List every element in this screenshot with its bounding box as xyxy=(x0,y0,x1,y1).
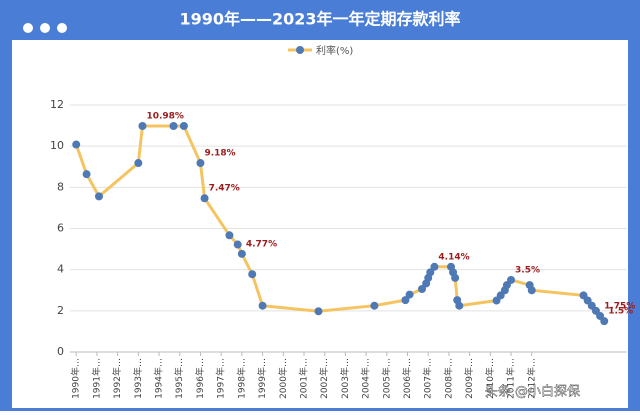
x-tick-label: 1999年… xyxy=(256,358,268,399)
y-tick-label: 6 xyxy=(57,222,64,235)
point xyxy=(72,140,81,149)
point xyxy=(179,121,188,130)
x-tick-label: 2012年… xyxy=(525,358,537,399)
y-tick-label: 12 xyxy=(50,98,64,111)
data-label: 1.75% xyxy=(604,301,635,311)
x-tick-label: 1993年… xyxy=(132,358,144,399)
y-tick-label: 10 xyxy=(50,139,64,152)
x-tick-label: 2008年… xyxy=(442,358,454,399)
x-tick-label: 2009年… xyxy=(463,358,475,399)
point xyxy=(507,275,516,284)
data-label: 10.98% xyxy=(146,111,184,121)
legend-marker xyxy=(296,46,304,54)
x-tick-label: 2003年… xyxy=(339,358,351,399)
window-dot xyxy=(23,23,33,33)
x-tick-label: 2011年… xyxy=(505,358,517,399)
point xyxy=(370,301,379,310)
point xyxy=(248,270,257,279)
x-tick-label: 1990年… xyxy=(70,358,82,399)
watermark: 头条 @小白探保 xyxy=(485,384,580,400)
data-label: 1.5% xyxy=(608,307,633,317)
point xyxy=(426,268,435,277)
point xyxy=(258,301,267,310)
x-tick-label: 1992年… xyxy=(111,358,123,399)
point xyxy=(82,170,91,179)
point xyxy=(169,121,178,130)
window-dot xyxy=(40,23,50,33)
point xyxy=(451,273,460,282)
point xyxy=(134,159,143,168)
point xyxy=(405,290,414,299)
point xyxy=(196,159,205,168)
x-tick-label: 2006年… xyxy=(401,358,413,399)
data-label: 4.77% xyxy=(246,239,277,249)
point xyxy=(455,301,464,310)
x-tick-label: 1995年… xyxy=(173,358,185,399)
x-tick-label: 2010年… xyxy=(484,358,496,399)
data-label: 9.18% xyxy=(204,149,235,159)
x-tick-label: 1996年… xyxy=(194,358,206,399)
y-tick-label: 2 xyxy=(57,304,64,317)
legend-label: 利率(%) xyxy=(316,44,353,57)
x-tick-label: 2002年… xyxy=(318,358,330,399)
point xyxy=(94,192,103,201)
window-dot xyxy=(57,23,67,33)
x-tick-label: 1997年… xyxy=(215,358,227,399)
data-label: 4.14% xyxy=(438,252,469,262)
plot-panel xyxy=(12,40,628,408)
point xyxy=(138,121,147,130)
x-tick-label: 2004年… xyxy=(360,358,372,399)
y-tick-label: 4 xyxy=(57,263,64,276)
y-tick-label: 8 xyxy=(57,180,64,193)
y-tick-label: 0 xyxy=(57,345,64,358)
data-label: 7.47% xyxy=(209,184,240,194)
x-tick-label: 2001年… xyxy=(297,358,309,399)
point xyxy=(600,317,609,326)
point xyxy=(233,240,242,249)
chart-title: 1990年——2023年一年定期存款利率 xyxy=(179,10,460,29)
point xyxy=(430,262,439,271)
point xyxy=(237,249,246,258)
x-tick-label: 2007年… xyxy=(422,358,434,399)
point xyxy=(314,307,323,316)
point xyxy=(225,231,234,240)
x-tick-label: 2000年… xyxy=(277,358,289,399)
point xyxy=(418,285,427,294)
x-tick-label: 1998年… xyxy=(235,358,247,399)
point xyxy=(527,286,536,295)
data-label: 3.5% xyxy=(515,265,540,275)
point xyxy=(200,194,209,203)
x-tick-label: 1994年… xyxy=(153,358,165,399)
point xyxy=(401,296,410,305)
x-tick-label: 1991年… xyxy=(90,358,102,399)
x-tick-label: 2005年… xyxy=(380,358,392,399)
